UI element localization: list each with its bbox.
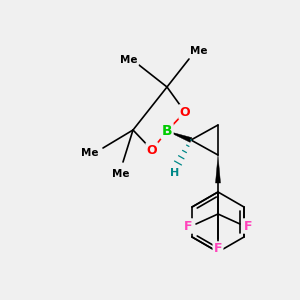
Text: B: B — [162, 124, 172, 138]
Text: F: F — [184, 220, 192, 232]
Text: Me: Me — [81, 148, 99, 158]
Polygon shape — [215, 155, 220, 183]
Text: Me: Me — [112, 169, 130, 179]
Text: F: F — [214, 242, 222, 256]
Text: O: O — [180, 106, 190, 118]
Text: Me: Me — [190, 46, 208, 56]
Text: F: F — [244, 220, 252, 232]
Text: H: H — [170, 168, 180, 178]
Text: O: O — [147, 143, 157, 157]
Polygon shape — [167, 131, 192, 142]
Text: Me: Me — [120, 55, 138, 65]
